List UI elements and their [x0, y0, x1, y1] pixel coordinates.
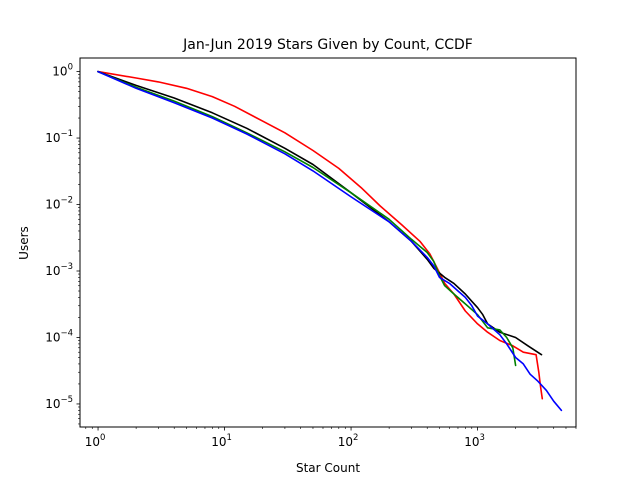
series-line-4 [97, 70, 563, 412]
y-axis-label: Users [17, 226, 31, 260]
y-tick-label: 10−2 [45, 196, 73, 212]
x-tick-label: 101 [211, 433, 232, 449]
x-tick-label: 102 [338, 433, 359, 449]
y-tick-label: 100 [52, 63, 73, 79]
y-tick-label: 10−1 [45, 129, 73, 145]
x-axis-ticks: 100 101 102 103 [85, 427, 577, 449]
chart-title: Jan-Jun 2019 Stars Given by Count, CCDF [182, 37, 473, 53]
plot-frame [79, 57, 577, 428]
x-axis-label: Star Count [296, 461, 360, 475]
series-line-1 [97, 70, 544, 400]
y-axis-ticks: 100 10−1 10−2 10−3 10−4 10−5 [45, 63, 80, 425]
y-tick-label: 10−3 [45, 262, 73, 278]
x-tick-label: 100 [85, 433, 106, 449]
x-tick-label: 103 [464, 433, 485, 449]
series-lines [97, 70, 563, 412]
y-tick-label: 10−4 [45, 328, 73, 344]
plot-area [80, 58, 576, 427]
y-tick-label: 10−5 [45, 395, 73, 411]
